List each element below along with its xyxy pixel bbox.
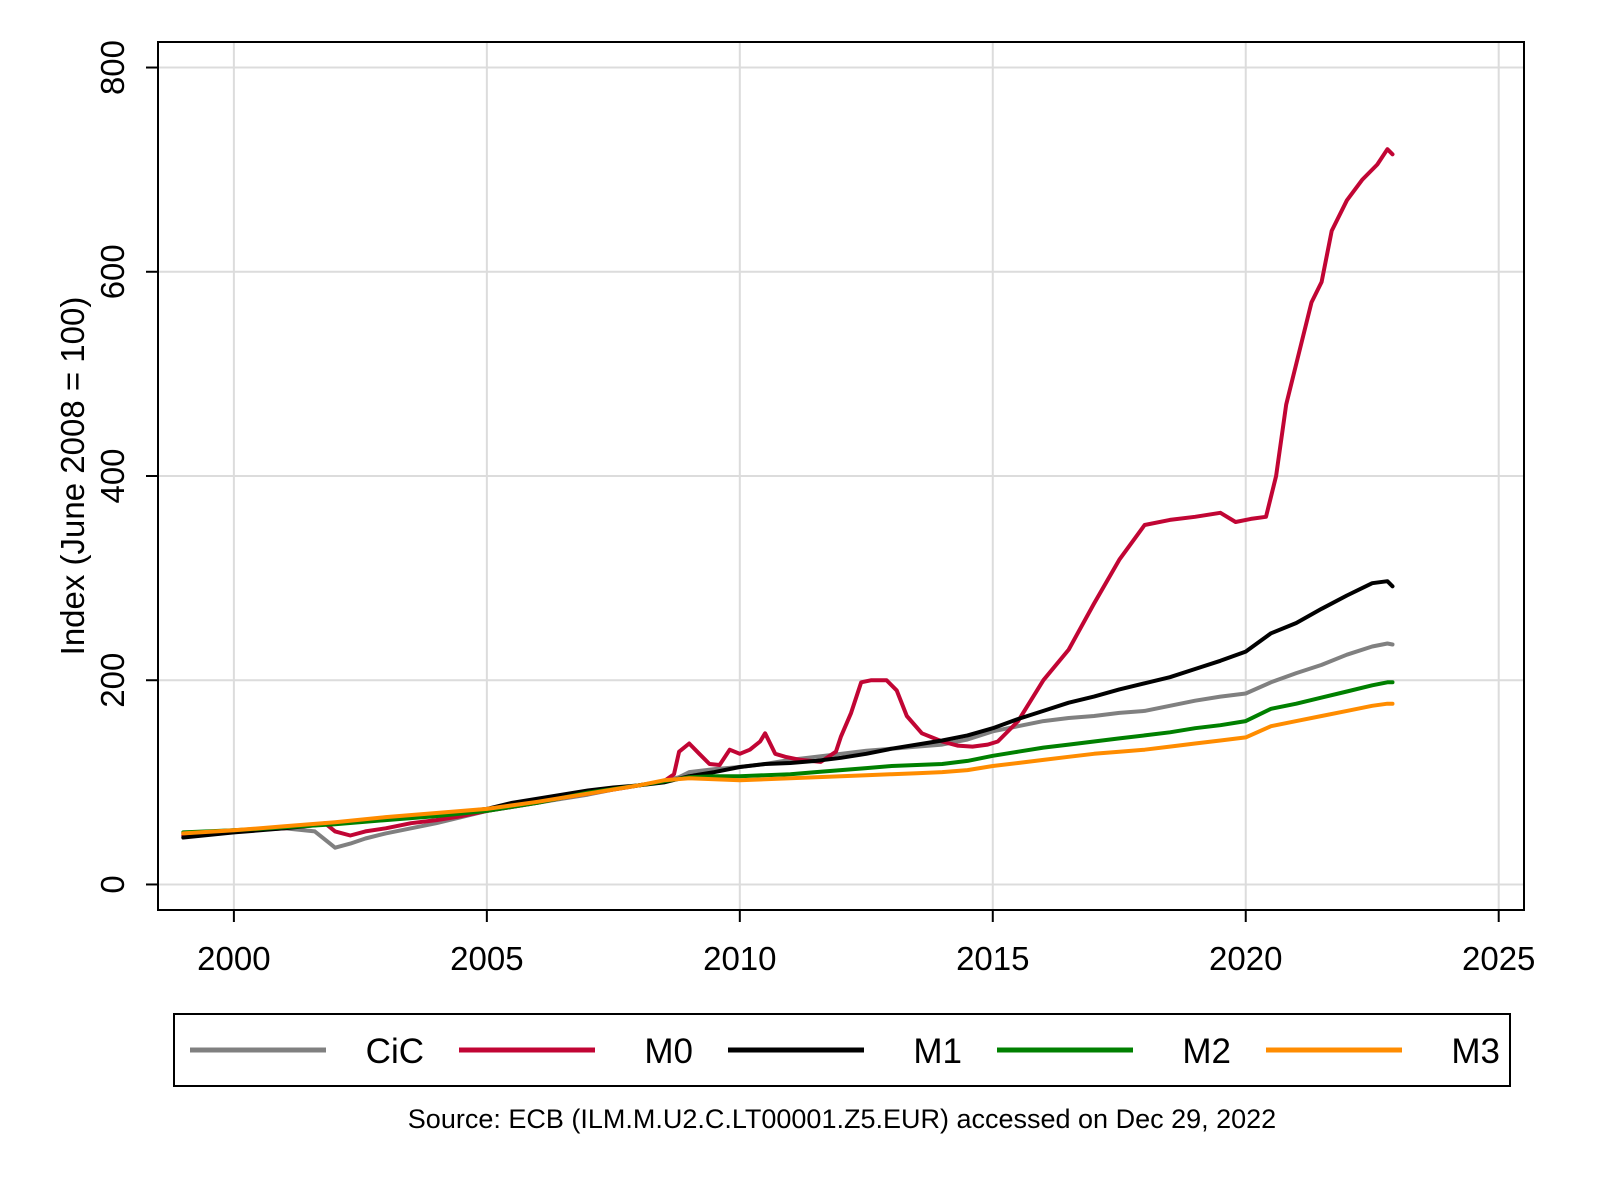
legend-label-m0: M0 <box>644 1032 693 1071</box>
series-line-cic <box>181 641 1395 850</box>
y-tick-label: 400 <box>94 448 131 503</box>
y-tick-label: 200 <box>94 653 131 708</box>
y-axis-title: Index (June 2008 = 100) <box>54 297 91 656</box>
x-tick-label: 2005 <box>450 940 523 977</box>
x-tick-label: 2025 <box>1462 940 1535 977</box>
legend-entries: CiC M0 M1 M2 M3 <box>190 1032 1500 1071</box>
y-tick-label: 800 <box>94 40 131 95</box>
legend-label-cic: CiC <box>366 1032 424 1071</box>
series-line-m0 <box>181 147 1395 838</box>
series-lines <box>181 147 1395 850</box>
legend-label-m1: M1 <box>913 1032 962 1071</box>
source-note: Source: ECB (ILM.M.U2.C.LT00001.Z5.EUR) … <box>408 1104 1276 1134</box>
y-tick-label: 0 <box>94 875 131 893</box>
x-tick-label: 2000 <box>197 940 270 977</box>
series-line-m3 <box>181 701 1395 836</box>
legend-box <box>173 1013 1511 1087</box>
legend-label-m3: M3 <box>1451 1032 1500 1071</box>
legend-label-m2: M2 <box>1182 1032 1231 1071</box>
gridlines <box>158 42 1524 910</box>
x-tick-label: 2015 <box>956 940 1029 977</box>
axes: 2000 2005 2010 2015 2020 2025 0 200 400 600 800 <box>94 40 1535 977</box>
x-tick-label: 2020 <box>1209 940 1282 977</box>
y-tick-label: 600 <box>94 244 131 299</box>
series-line-m1 <box>181 579 1395 840</box>
legend: CiC M0 M1 M2 M3 <box>173 1013 1511 1087</box>
x-tick-label: 2010 <box>703 940 776 977</box>
